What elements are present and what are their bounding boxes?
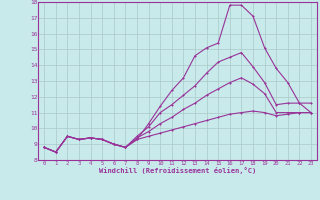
X-axis label: Windchill (Refroidissement éolien,°C): Windchill (Refroidissement éolien,°C) — [99, 167, 256, 174]
